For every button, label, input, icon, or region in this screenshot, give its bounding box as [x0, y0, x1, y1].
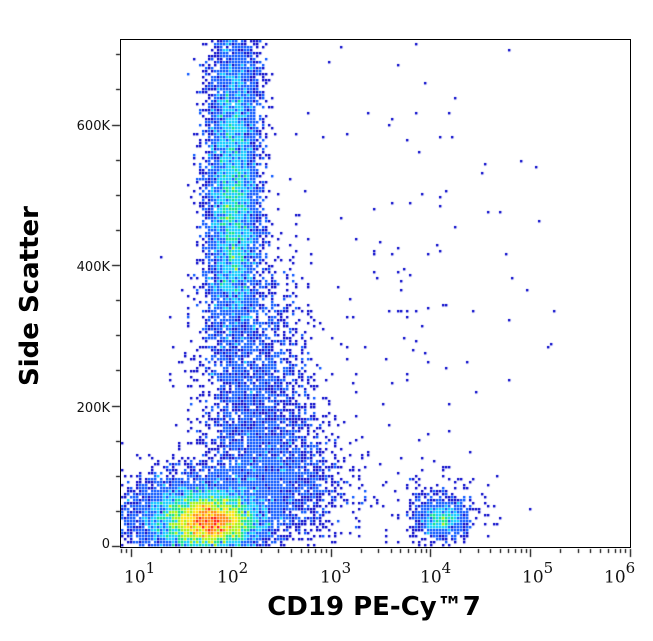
y-axis-title: Side Scatter [15, 206, 45, 386]
x-tick-label: 101 [124, 559, 156, 588]
x-tick-label: 106 [604, 559, 636, 588]
y-tick-label: 0 [101, 537, 110, 552]
y-tick-label: 400K [76, 260, 110, 275]
x-tick-label: 102 [217, 559, 249, 588]
x-tick-label: 104 [420, 559, 452, 588]
y-tick-label: 200K [76, 401, 110, 416]
x-tick-label: 103 [320, 559, 352, 588]
x-axis-title: CD19 PE-Cy™7 [267, 592, 481, 622]
x-tick-label: 105 [522, 559, 554, 588]
y-tick-label: 600K [76, 119, 110, 134]
